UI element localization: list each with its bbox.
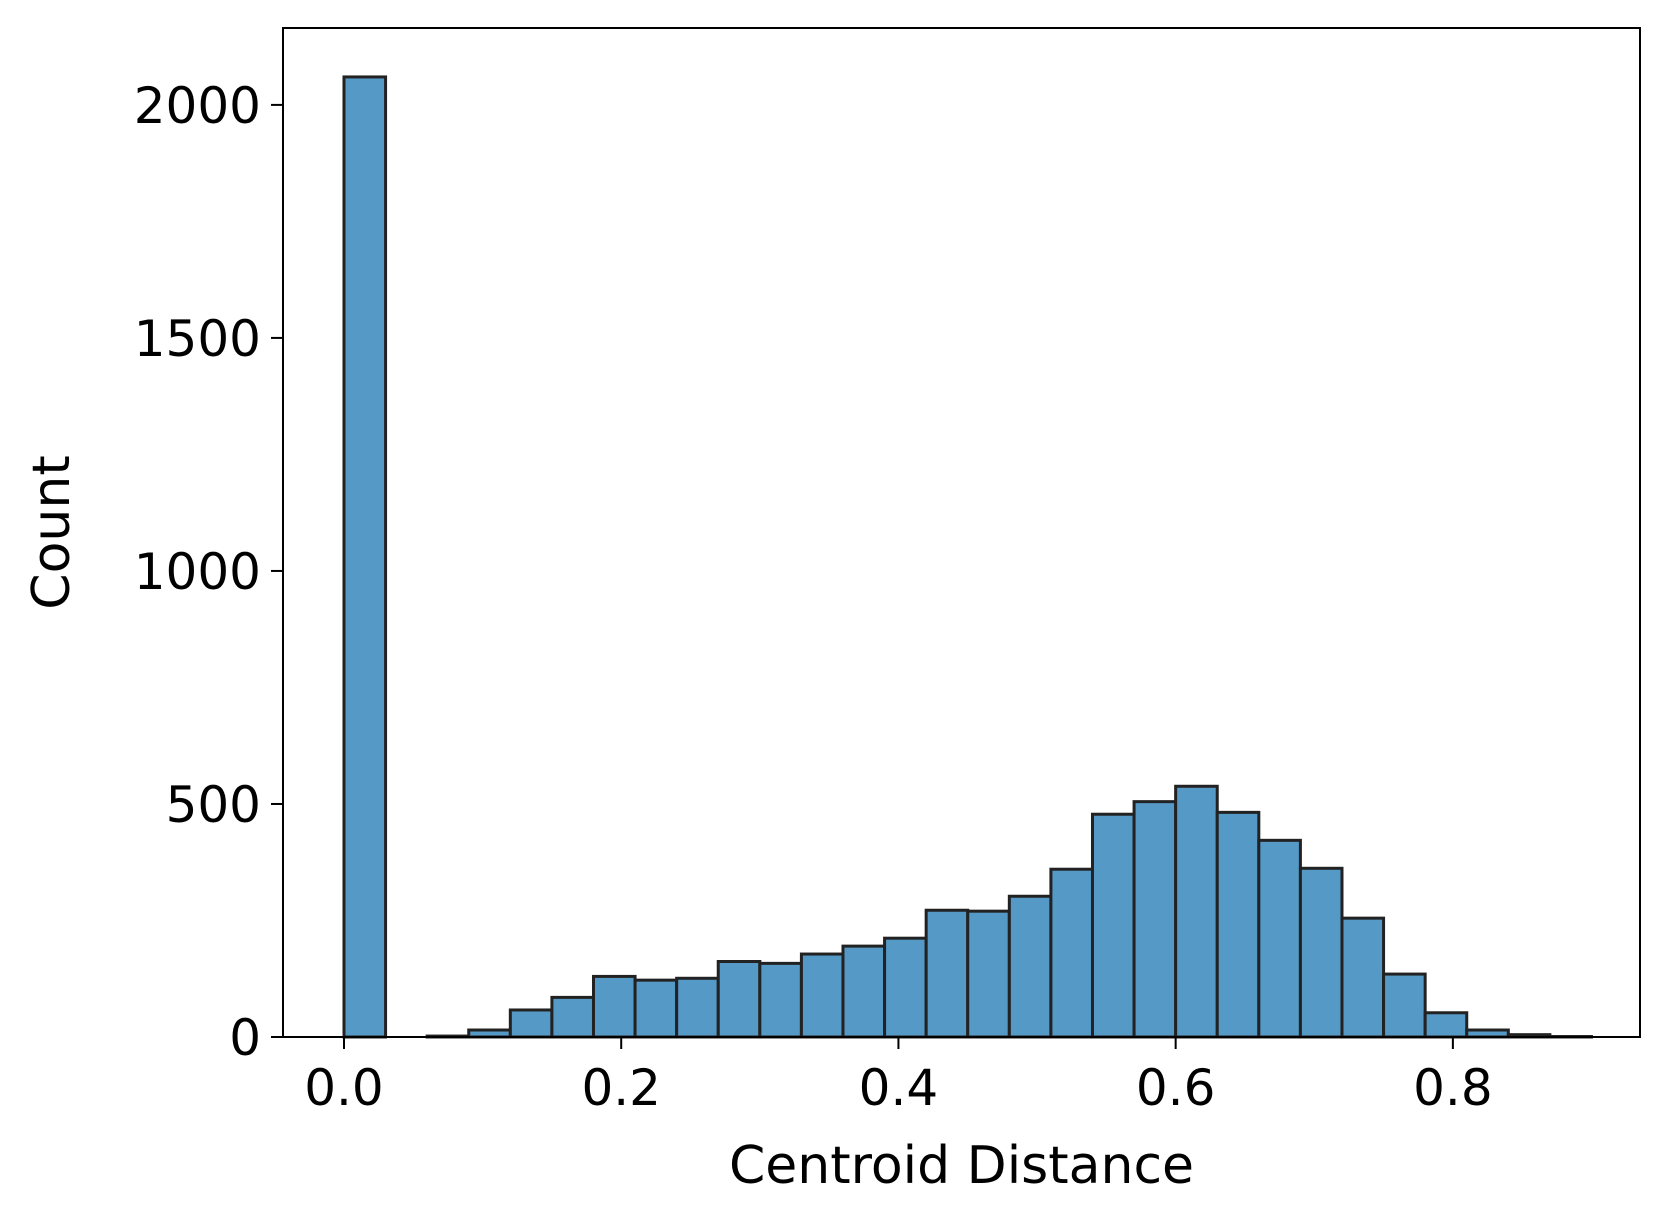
histogram-bar-5 [550, 995, 595, 1039]
histogram-bar-6 [591, 974, 637, 1039]
y-tick-label: 0 [229, 1009, 261, 1067]
x-tick-label: 0.2 [581, 1059, 661, 1117]
histogram-bar-10 [758, 961, 803, 1039]
x-tick-label: 0.6 [1136, 1059, 1216, 1117]
histogram-bar-20 [1174, 784, 1219, 1039]
histogram-bar-27 [1465, 1028, 1510, 1039]
histogram-bar-21 [1215, 810, 1261, 1039]
histogram-bar-16 [1007, 894, 1053, 1039]
histogram-bar-25 [1382, 972, 1427, 1039]
histogram-bar-26 [1423, 1011, 1469, 1039]
y-tick-label: 2000 [134, 77, 261, 135]
x-axis-ticks: 0.0 0.2 0.4 0.6 0.8 [304, 1037, 1493, 1117]
y-tick-label: 1500 [134, 310, 261, 368]
histogram-bar-23 [1298, 866, 1344, 1039]
histogram-bar-24 [1340, 916, 1386, 1039]
histogram-bar-7 [633, 978, 679, 1039]
y-tick-label: 500 [166, 776, 261, 834]
histogram-bar-15 [966, 909, 1011, 1039]
histogram-bar-19 [1132, 800, 1178, 1039]
bars-group [342, 75, 1593, 1039]
x-axis-label: Centroid Distance [729, 1136, 1194, 1196]
histogram-bar-3 [467, 1028, 512, 1039]
x-tick-label: 0.8 [1413, 1059, 1493, 1117]
histogram-bar-18 [1090, 812, 1136, 1039]
histogram-bar-0 [342, 75, 388, 1039]
histogram-bar-8 [675, 976, 720, 1039]
histogram-bar-11 [799, 952, 845, 1039]
histogram-bar-22 [1257, 838, 1302, 1039]
histogram-bar-14 [924, 908, 970, 1039]
y-axis-label: Count [22, 455, 82, 609]
x-tick-label: 0.0 [304, 1059, 384, 1117]
histogram-bar-9 [716, 959, 762, 1039]
y-axis-ticks: 0 500 1000 1500 2000 [134, 77, 283, 1067]
plot-frame [282, 27, 1641, 1038]
x-tick-label: 0.4 [859, 1059, 939, 1117]
histogram-bar-13 [883, 936, 928, 1039]
histogram-bar-17 [1049, 867, 1094, 1039]
y-tick-label: 1000 [134, 543, 261, 601]
histogram-bar-4 [508, 1008, 554, 1039]
histogram-bar-12 [841, 944, 887, 1039]
